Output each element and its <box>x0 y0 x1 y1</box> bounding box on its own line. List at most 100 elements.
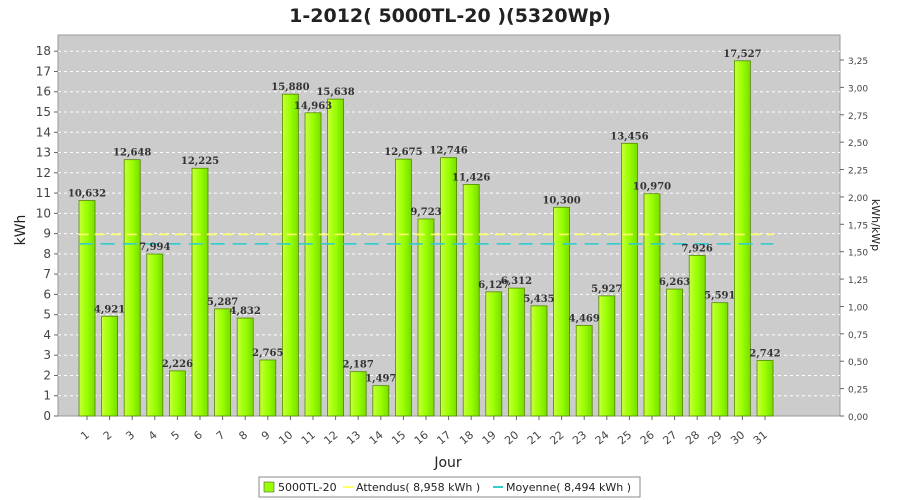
bar <box>259 359 277 417</box>
x-tick-label: 17 <box>434 428 453 447</box>
x-tick-label: 26 <box>638 428 657 447</box>
bar <box>236 317 254 417</box>
y-tick-label: 2 <box>43 368 51 382</box>
legend: 5000TL-20 Attendus( 8,958 kWh ) Moyenne(… <box>258 476 641 498</box>
x-tick-label: 11 <box>299 428 318 447</box>
bar-value-label: 6,263 <box>659 277 690 288</box>
bar <box>281 93 299 417</box>
bar <box>711 302 729 417</box>
y-axis-label: kWh <box>13 215 29 246</box>
x-tick-label: 21 <box>525 428 544 447</box>
bar-value-label: 14,963 <box>294 101 332 112</box>
x-tick-label: 23 <box>570 428 589 447</box>
bar-value-label: 2,765 <box>252 348 283 359</box>
x-tick-label: 15 <box>389 428 408 447</box>
chart-title: 1-2012( 5000TL-20 )(5320Wp) <box>289 5 611 27</box>
y-tick-label: 6 <box>43 287 51 301</box>
y2-tick-label: 0,25 <box>848 386 868 396</box>
bar-value-label: 7,994 <box>139 242 170 253</box>
y-tick-label: 0 <box>43 409 51 423</box>
x-tick-label: 10 <box>276 428 295 447</box>
legend-label-attendus: Attendus( 8,958 kWh ) <box>356 481 480 494</box>
y-tick-label: 16 <box>36 85 51 99</box>
x-tick-label: 4 <box>146 428 160 442</box>
bar <box>349 371 367 417</box>
y-tick-label: 7 <box>43 267 51 281</box>
y2-axis-ticks: 0,00 0,25 0,50 0,75 1,00 1,25 1,50 1,75 2,00 2,25… <box>840 57 868 423</box>
y2-tick-label: 3,25 <box>848 57 868 67</box>
x-tick-label: 31 <box>751 428 770 447</box>
bar <box>78 200 96 417</box>
bar <box>146 253 164 417</box>
bar-value-label: 6,127 <box>478 280 509 291</box>
x-tick-label: 8 <box>236 428 250 442</box>
bar-value-label: 5,927 <box>591 284 622 295</box>
bar <box>643 193 661 417</box>
bar-value-label: 12,648 <box>113 148 151 159</box>
x-tick-label: 14 <box>367 428 386 447</box>
bar-value-label: 4,921 <box>94 304 125 315</box>
y-tick-label: 17 <box>36 64 51 78</box>
x-tick-label: 5 <box>169 428 183 442</box>
y-tick-label: 8 <box>43 247 51 261</box>
y-tick-label: 5 <box>43 308 51 322</box>
bar <box>485 291 503 417</box>
bar <box>462 184 480 417</box>
bar <box>191 167 209 417</box>
bar <box>598 295 616 417</box>
y2-tick-label: 0,00 <box>848 413 868 423</box>
x-tick-label: 22 <box>547 428 566 447</box>
y-tick-label: 18 <box>36 44 51 58</box>
y-tick-label: 4 <box>43 328 51 342</box>
bars <box>78 60 774 417</box>
y2-axis-label: kWh/kWp <box>869 199 882 251</box>
bar <box>507 287 525 417</box>
y2-tick-label: 2,75 <box>848 112 868 122</box>
y2-tick-label: 2,50 <box>848 139 868 149</box>
reference-lines <box>78 233 774 245</box>
legend-label-series: 5000TL-20 <box>278 481 337 494</box>
y-tick-label: 11 <box>36 186 51 200</box>
bar <box>304 112 322 417</box>
bar <box>168 370 186 417</box>
bar <box>553 206 570 417</box>
x-tick-label: 16 <box>412 428 431 447</box>
y-tick-label: 3 <box>43 348 51 362</box>
x-tick-label: 30 <box>728 428 747 447</box>
y-tick-label: 9 <box>43 227 51 241</box>
bar <box>440 157 458 417</box>
x-tick-label: 9 <box>259 428 273 442</box>
bar-value-label: 12,675 <box>384 147 422 158</box>
bar-value-label: 4,469 <box>569 313 600 324</box>
bar-value-label: 5,435 <box>523 294 554 305</box>
legend-label-moyenne: Moyenne( 8,494 kWh ) <box>506 481 631 494</box>
x-tick-label: 13 <box>344 428 363 447</box>
x-tick-label: 28 <box>683 428 702 447</box>
y-tick-label: 10 <box>36 206 51 220</box>
bar-value-label: 10,632 <box>68 189 106 200</box>
x-tick-label: 24 <box>593 428 612 447</box>
x-tick-label: 2 <box>101 428 115 442</box>
x-tick-label: 29 <box>706 428 725 447</box>
bar-value-label: 1,497 <box>365 374 396 385</box>
bar-value-label: 15,638 <box>316 87 354 98</box>
value-labels: 10,6324,92112,6487,9942,22612,2255,2874,… <box>68 49 781 385</box>
bar <box>417 218 435 417</box>
x-tick-label: 12 <box>321 428 340 447</box>
bar-value-label: 10,970 <box>633 182 671 193</box>
bar <box>123 159 141 417</box>
y-tick-label: 13 <box>36 146 51 160</box>
x-tick-label: 1 <box>78 428 92 442</box>
y2-tick-label: 1,75 <box>848 221 868 231</box>
bar-value-label: 5,287 <box>207 297 238 308</box>
bar-value-label: 12,746 <box>429 146 467 157</box>
y-tick-label: 1 <box>43 389 51 403</box>
y-tick-label: 15 <box>36 105 51 119</box>
x-axis-ticks: 1 2 3 4 5 6 7 8 9 10 11 12 13 14 15 16 17 18 19 20 21 22 23 24 2… <box>78 416 770 447</box>
bar <box>394 158 412 417</box>
bar <box>756 360 774 417</box>
x-axis-label: Jour <box>433 455 462 471</box>
bar <box>214 308 232 417</box>
